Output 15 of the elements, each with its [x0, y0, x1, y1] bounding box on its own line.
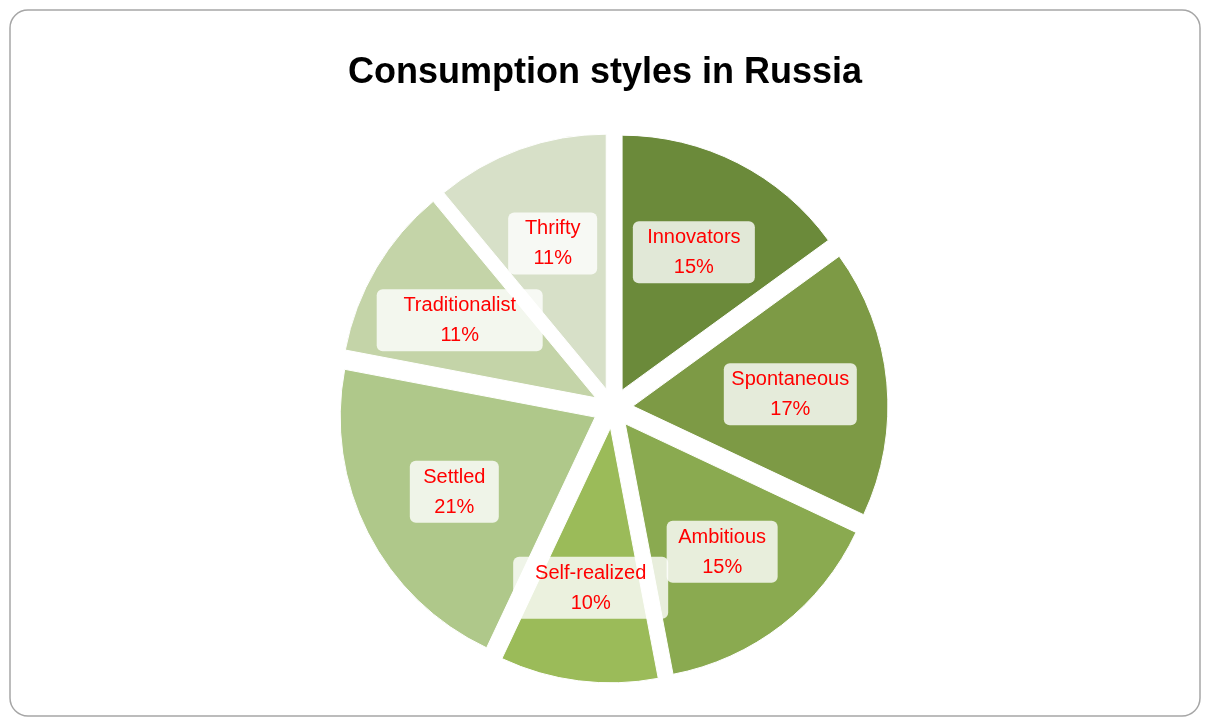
slice-label: Traditionalist [403, 293, 517, 316]
slice-label: Innovators [647, 225, 741, 248]
slice-label: Settled [423, 464, 486, 487]
data-label: 17% [770, 397, 811, 420]
data-label: 15% [702, 554, 743, 577]
chart-title: Consumption styles in Russia [347, 50, 864, 91]
data-label: 15% [673, 255, 715, 278]
slice-label: Spontaneous [731, 367, 850, 390]
data-label: 11% [440, 323, 480, 346]
data-label: 10% [570, 590, 611, 613]
slice-label: Self-realized [535, 560, 647, 583]
data-label: 11% [533, 246, 573, 269]
data-label: 21% [434, 494, 475, 517]
slice-label: Thrifty [524, 216, 581, 239]
slice-label: Ambitious [678, 524, 767, 547]
